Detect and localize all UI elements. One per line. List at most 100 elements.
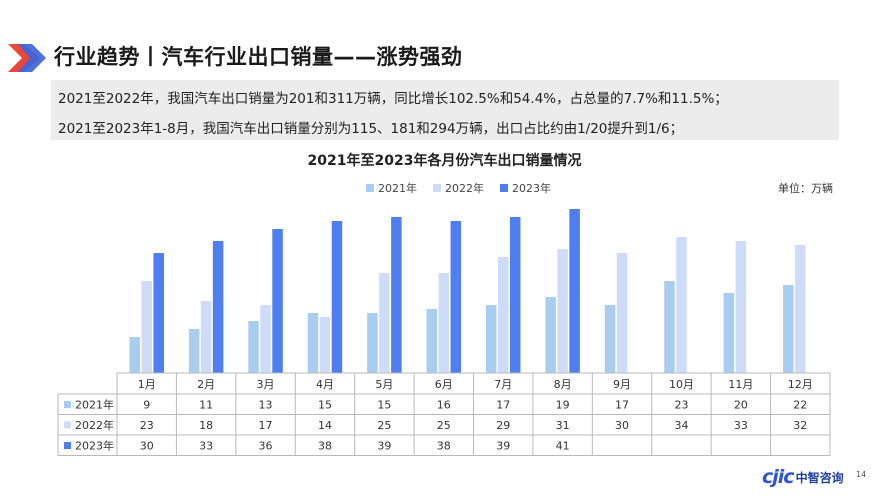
data-label: 30	[140, 440, 154, 453]
row-swatch-2021年	[64, 401, 71, 408]
row-label-2023年: 2023年	[75, 439, 114, 453]
data-label: 39	[377, 440, 391, 453]
legend-swatch-2021	[366, 184, 374, 192]
category-label: 10月	[669, 378, 694, 391]
bar-2021年-4月	[307, 313, 319, 373]
data-label: 33	[199, 440, 213, 453]
data-label: 39	[496, 440, 510, 453]
bar-2023年-2月	[212, 241, 224, 373]
row-swatch-2023年	[64, 442, 71, 449]
bar-2021年-9月	[604, 305, 616, 373]
legend-item-2022: 2022年	[433, 180, 484, 196]
data-label: 19	[556, 399, 570, 412]
category-label: 7月	[494, 378, 512, 391]
data-label: 29	[496, 419, 510, 432]
data-label: 25	[377, 419, 391, 432]
data-label: 41	[556, 440, 570, 453]
brand-mark: cjic	[762, 466, 795, 488]
category-label: 3月	[257, 378, 275, 391]
data-label: 17	[496, 399, 510, 412]
bar-2023年-3月	[272, 229, 283, 373]
data-label: 17	[259, 419, 273, 432]
data-label: 17	[615, 399, 629, 412]
data-label: 16	[437, 399, 451, 412]
legend-item-2021: 2021年	[366, 180, 417, 196]
data-label: 38	[318, 440, 332, 453]
row-label-2022年: 2022年	[75, 418, 114, 432]
legend-swatch-2022	[433, 184, 441, 192]
data-label: 9	[143, 399, 150, 412]
data-label: 31	[556, 419, 570, 432]
bar-2022年-5月	[379, 273, 390, 373]
unit-label: 单位：万辆	[778, 182, 833, 195]
row-swatch-2022年	[64, 421, 71, 429]
bar-2022年-7月	[497, 257, 509, 373]
bar-2022年-6月	[438, 273, 450, 373]
page-title: 行业趋势丨汽车行业出口销量——涨势强劲	[54, 45, 463, 69]
summary-line-1: 2021至2022年，我国汽车出口销量为201和311万辆，同比增长102.5%…	[58, 91, 728, 107]
bar-2023年-8月	[569, 209, 580, 373]
data-label: 32	[793, 419, 807, 432]
category-label: 2月	[197, 378, 215, 391]
data-label: 22	[793, 399, 807, 412]
bar-2022年-2月	[200, 301, 212, 373]
bar-2021年-3月	[248, 321, 259, 373]
bar-2022年-3月	[260, 305, 271, 373]
summary-line-2: 2021至2023年1-8月，我国汽车出口销量分别为115、181和294万辆，…	[58, 121, 684, 137]
bar-2023年-7月	[509, 217, 521, 373]
summary-box: 2021至2022年，我国汽车出口销量为201和311万辆，同比增长102.5%…	[51, 80, 839, 140]
bar-2021年-11月	[723, 293, 735, 373]
category-label: 1月	[138, 378, 156, 391]
row-label-2021年: 2021年	[75, 398, 114, 412]
bar-2021年-12月	[783, 285, 794, 373]
data-label: 13	[259, 399, 273, 412]
data-label: 38	[437, 440, 451, 453]
legend-item-2023: 2023年	[500, 180, 551, 196]
data-label: 25	[437, 419, 451, 432]
bar-2021年-7月	[485, 305, 497, 373]
data-label: 34	[674, 419, 688, 432]
data-label: 30	[615, 419, 629, 432]
brand-logo: cjic 中智咨询	[762, 466, 844, 488]
legend-label-2021: 2021年	[378, 182, 417, 195]
category-label: 6月	[435, 378, 453, 391]
data-label: 23	[140, 419, 154, 432]
data-label: 36	[259, 440, 273, 453]
bar-2022年-8月	[557, 249, 568, 373]
bar-2021年-1月	[129, 337, 140, 373]
bar-2021年-2月	[188, 329, 200, 373]
bar-2021年-6月	[426, 309, 438, 373]
page-number: 14	[856, 470, 867, 479]
data-label: 18	[199, 419, 213, 432]
legend-swatch-2023	[500, 184, 508, 192]
brand-name: 中智咨询	[795, 470, 844, 485]
data-label: 23	[674, 399, 688, 412]
data-label: 33	[734, 419, 748, 432]
bar-2021年-10月	[664, 281, 675, 373]
category-label: 8月	[554, 378, 572, 391]
chart-title: 2021年至2023年各月份汽车出口销量情况	[307, 153, 582, 169]
data-label: 14	[318, 419, 332, 432]
bar-2022年-11月	[735, 241, 747, 373]
data-label: 11	[199, 399, 213, 412]
bar-2022年-9月	[616, 253, 628, 373]
bar-2023年-5月	[391, 217, 402, 373]
bar-2021年-8月	[545, 297, 556, 373]
bar-2023年-4月	[331, 221, 343, 373]
bar-2023年-6月	[450, 221, 462, 373]
bar-2023年-1月	[153, 253, 164, 373]
category-label: 5月	[375, 378, 393, 391]
data-label: 20	[734, 399, 748, 412]
category-label: 12月	[788, 378, 813, 391]
chart-legend: 2021年 2022年 2023年	[366, 180, 551, 196]
legend-label-2022: 2022年	[445, 182, 484, 195]
brand-arrow-icon	[8, 44, 46, 72]
bar-2022年-4月	[319, 317, 331, 373]
data-label: 15	[318, 399, 332, 412]
category-label: 11月	[728, 378, 753, 391]
bar-2022年-12月	[795, 245, 806, 373]
category-label: 4月	[316, 378, 334, 391]
legend-label-2023: 2023年	[512, 182, 551, 195]
bar-2021年-5月	[367, 313, 378, 373]
